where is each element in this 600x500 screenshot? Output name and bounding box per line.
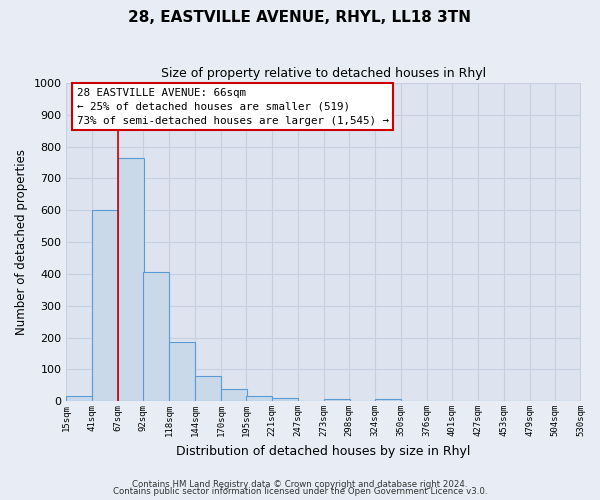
Bar: [375, 398, 401, 401]
Bar: [246, 396, 272, 401]
Text: 28, EASTVILLE AVENUE, RHYL, LL18 3TN: 28, EASTVILLE AVENUE, RHYL, LL18 3TN: [128, 10, 472, 25]
Bar: [67, 396, 92, 401]
Bar: [118, 158, 144, 401]
Bar: [143, 272, 169, 401]
Bar: [324, 398, 350, 401]
Bar: [92, 210, 118, 401]
Bar: [195, 376, 221, 401]
Bar: [272, 398, 298, 401]
Y-axis label: Number of detached properties: Number of detached properties: [15, 149, 28, 335]
Bar: [169, 342, 195, 401]
X-axis label: Distribution of detached houses by size in Rhyl: Distribution of detached houses by size …: [176, 444, 470, 458]
Title: Size of property relative to detached houses in Rhyl: Size of property relative to detached ho…: [161, 68, 486, 80]
Text: Contains HM Land Registry data © Crown copyright and database right 2024.: Contains HM Land Registry data © Crown c…: [132, 480, 468, 489]
Bar: [221, 389, 247, 401]
Text: 28 EASTVILLE AVENUE: 66sqm
← 25% of detached houses are smaller (519)
73% of sem: 28 EASTVILLE AVENUE: 66sqm ← 25% of deta…: [77, 88, 389, 126]
Text: Contains public sector information licensed under the Open Government Licence v3: Contains public sector information licen…: [113, 488, 487, 496]
